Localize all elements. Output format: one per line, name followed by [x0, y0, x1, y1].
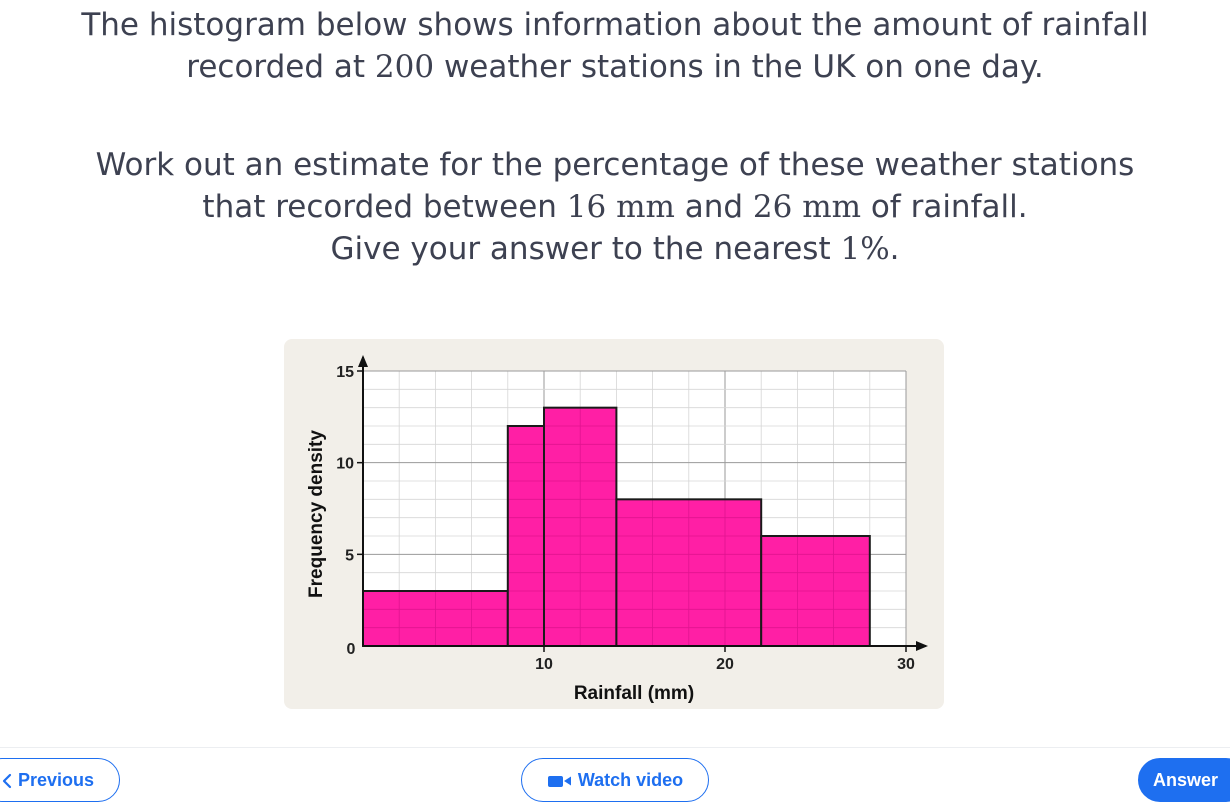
watch-video-label: Watch video: [577, 770, 684, 790]
video-camera-icon: [547, 776, 571, 788]
previous-button[interactable]: Previous: [0, 758, 120, 802]
x-tick-label: 10: [535, 656, 553, 673]
question-line-4: that recorded between 16 mm and 26 mm of…: [0, 186, 1230, 228]
footer-divider: [0, 747, 1230, 748]
previous-button-label: Previous: [18, 770, 95, 790]
question-line-1: The histogram below shows information ab…: [81, 7, 1149, 43]
question-line-2: recorded at 200 weather stations in the …: [0, 46, 1230, 88]
x-tick-label: 0: [347, 641, 356, 658]
histogram-chart: 0 10 20 30 5 10 15 Rainfall (mm) Frequency den…: [306, 355, 928, 704]
question-line-2-end: weather stations in the UK on one day.: [434, 49, 1044, 85]
answer-button[interactable]: Answer: [1138, 758, 1230, 802]
axes: 0 10 20 30 5 10 15: [336, 355, 928, 673]
question-line-4-start: that recorded between: [202, 189, 567, 225]
answer-button-label: Answer: [1153, 770, 1219, 790]
watch-video-button[interactable]: Watch video: [521, 758, 709, 802]
question-line-5-end: .: [889, 231, 900, 267]
rounding-value: 1%: [840, 231, 890, 267]
question-line-5: Give your answer to the nearest 1%.: [0, 228, 1230, 270]
question-line-3: Work out an estimate for the percentage …: [95, 147, 1135, 183]
upper-bound-value: 26 mm: [752, 189, 861, 225]
question-text-part2: Work out an estimate for the percentage …: [0, 144, 1230, 270]
histogram-bars: [362, 406, 871, 647]
question-line-4-end: of rainfall.: [860, 189, 1028, 225]
station-count: 200: [374, 49, 435, 85]
y-tick-label: 15: [336, 364, 354, 381]
x-tick-label: 30: [897, 656, 915, 673]
y-axis-title: Frequency density: [306, 430, 327, 598]
question-text-part1: The histogram below shows information ab…: [0, 4, 1230, 88]
histogram-card: 0 10 20 30 5 10 15 Rainfall (mm) Frequency den…: [284, 339, 944, 709]
chevron-left-icon: [2, 774, 12, 789]
question-line-2-start: recorded at: [186, 49, 375, 85]
x-axis-arrow: [916, 641, 928, 651]
lower-bound-value: 16 mm: [566, 189, 675, 225]
question-line-5-start: Give your answer to the nearest: [330, 231, 841, 267]
question-line-4-mid: and: [674, 189, 753, 225]
y-tick-label: 5: [345, 547, 354, 564]
y-axis-arrow: [358, 355, 368, 367]
x-axis-title: Rainfall (mm): [574, 683, 694, 704]
x-tick-label: 20: [716, 656, 734, 673]
y-tick-label: 10: [336, 456, 354, 473]
